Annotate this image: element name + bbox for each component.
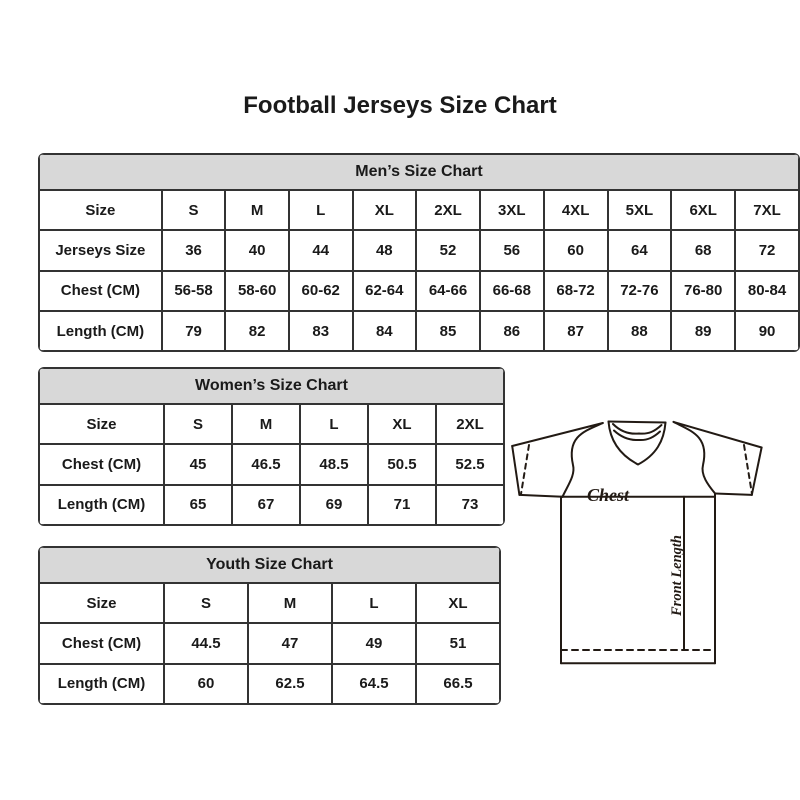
svg-text:Chest: Chest (587, 485, 630, 505)
svg-text:Front Length: Front Length (669, 535, 685, 617)
